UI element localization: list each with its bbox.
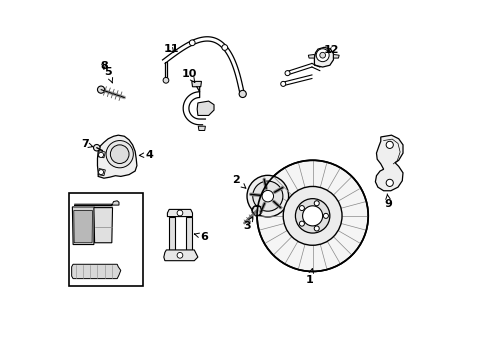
- Text: 3: 3: [243, 217, 252, 231]
- Circle shape: [106, 140, 133, 168]
- Polygon shape: [191, 81, 201, 87]
- Circle shape: [189, 40, 195, 46]
- Polygon shape: [186, 217, 191, 250]
- Polygon shape: [74, 201, 119, 205]
- Text: 9: 9: [384, 194, 392, 210]
- Polygon shape: [98, 168, 105, 176]
- Polygon shape: [74, 211, 92, 243]
- Polygon shape: [163, 250, 198, 261]
- Circle shape: [177, 210, 183, 216]
- Text: 11: 11: [163, 44, 179, 54]
- Polygon shape: [314, 47, 333, 67]
- Circle shape: [239, 90, 246, 98]
- Polygon shape: [333, 54, 339, 58]
- Circle shape: [246, 175, 288, 217]
- Text: 8: 8: [100, 61, 107, 71]
- Circle shape: [280, 81, 285, 86]
- Circle shape: [316, 49, 328, 62]
- Bar: [69, 193, 142, 286]
- Polygon shape: [375, 135, 402, 191]
- Circle shape: [386, 179, 392, 186]
- Circle shape: [299, 206, 304, 211]
- Circle shape: [99, 152, 103, 157]
- Text: 12: 12: [323, 45, 338, 55]
- Text: 5: 5: [104, 67, 112, 83]
- Text: 7: 7: [81, 139, 93, 149]
- Text: 1: 1: [305, 269, 313, 285]
- Circle shape: [177, 252, 183, 258]
- Circle shape: [97, 86, 104, 93]
- Circle shape: [163, 77, 168, 83]
- Polygon shape: [97, 135, 137, 178]
- Circle shape: [251, 206, 262, 216]
- Circle shape: [323, 213, 328, 219]
- Circle shape: [99, 170, 103, 175]
- Circle shape: [302, 206, 322, 226]
- Circle shape: [386, 141, 392, 148]
- Circle shape: [314, 201, 319, 206]
- Circle shape: [285, 71, 289, 76]
- Polygon shape: [72, 264, 121, 279]
- Polygon shape: [98, 150, 105, 158]
- Circle shape: [222, 45, 227, 50]
- Circle shape: [314, 226, 319, 231]
- Circle shape: [319, 52, 325, 58]
- Circle shape: [262, 190, 273, 202]
- Circle shape: [252, 181, 282, 211]
- Polygon shape: [167, 210, 192, 217]
- Text: 4: 4: [139, 150, 153, 160]
- Text: 10: 10: [181, 69, 196, 82]
- Polygon shape: [94, 208, 112, 243]
- Polygon shape: [198, 126, 205, 131]
- Text: 6: 6: [194, 232, 207, 242]
- Circle shape: [283, 186, 341, 245]
- Polygon shape: [72, 207, 94, 244]
- Circle shape: [299, 221, 304, 226]
- Polygon shape: [197, 101, 214, 116]
- Polygon shape: [169, 217, 174, 250]
- Circle shape: [93, 144, 100, 151]
- Polygon shape: [308, 54, 314, 58]
- Circle shape: [295, 199, 329, 233]
- Circle shape: [257, 160, 367, 271]
- Circle shape: [110, 145, 129, 163]
- Text: 2: 2: [232, 175, 245, 188]
